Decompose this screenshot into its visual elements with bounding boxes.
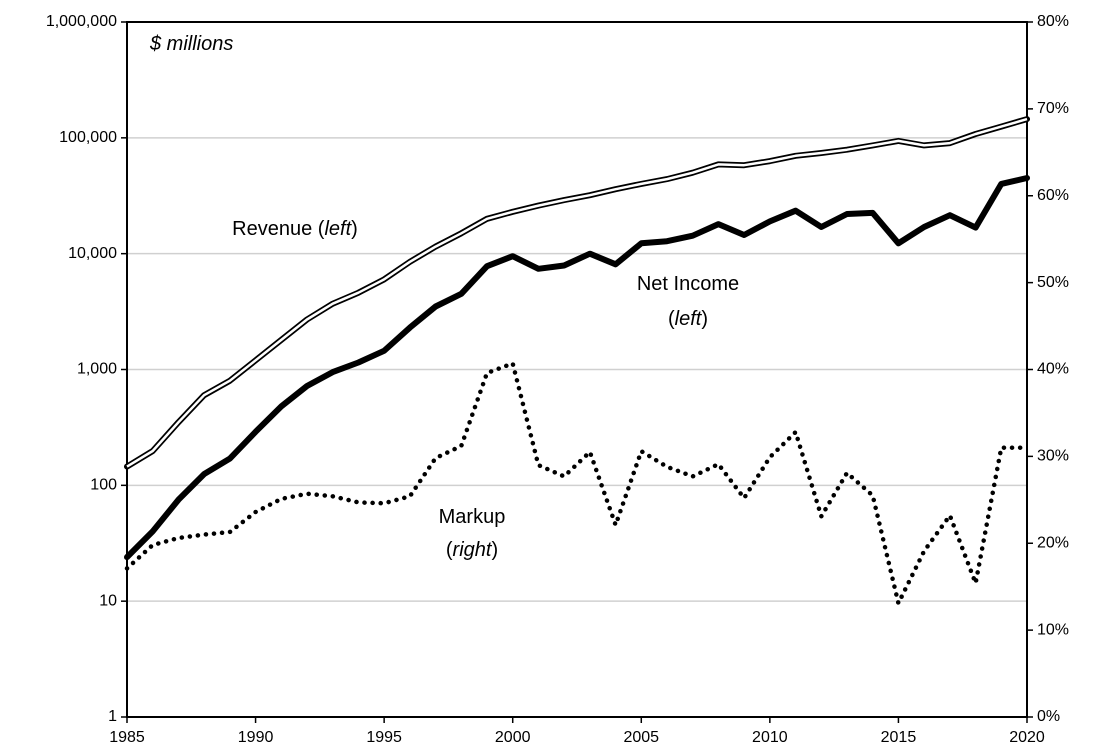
y2-tick-label: 10%: [1037, 621, 1069, 638]
x-tick-label: 2010: [752, 729, 788, 746]
y2-tick-label: 80%: [1037, 13, 1069, 30]
x-tick-label: 2020: [1009, 729, 1045, 746]
annotation-part: ): [701, 308, 708, 330]
x-tick-label: 1990: [238, 729, 274, 746]
y2-tick-label: 30%: [1037, 448, 1069, 465]
annotation-part: Revenue (: [232, 218, 325, 240]
annotation-part: left: [324, 218, 352, 240]
y-tick-label: 10,000: [68, 245, 117, 262]
revenue-line-inner: [126, 117, 1028, 468]
y2-tick-label: 20%: [1037, 534, 1069, 551]
annotation-part: left: [675, 308, 703, 330]
y2-tick-label: 40%: [1037, 361, 1069, 378]
annotation-part: Net Income: [637, 273, 739, 295]
y-tick-label: 10: [99, 592, 117, 609]
annotation-part: $ millions: [149, 33, 233, 55]
markup-line: [124, 361, 1030, 606]
annotation: Net Income: [637, 273, 739, 295]
plot-frame: [126, 21, 1028, 718]
annotation: (left): [668, 308, 708, 330]
x-tick-label: 2015: [881, 729, 917, 746]
annotation-part: (: [446, 539, 453, 561]
annotation: Revenue (left): [232, 218, 358, 240]
annotation-part: ): [491, 539, 498, 561]
annotation: (right): [446, 539, 498, 561]
x-tick-label: 1985: [109, 729, 145, 746]
y2-tick-label: 60%: [1037, 187, 1069, 204]
y-tick-label: 1: [108, 708, 117, 725]
y-tick-label: 100,000: [59, 129, 117, 146]
revenue-line: [124, 116, 1030, 470]
y2-tick-label: 50%: [1037, 274, 1069, 291]
net-income-line: [124, 175, 1030, 561]
y-tick-label: 1,000: [77, 361, 117, 378]
annotation: $ millions: [149, 33, 233, 55]
x-tick-label: 2000: [495, 729, 531, 746]
annotation-part: ): [351, 218, 358, 240]
annotation-part: Markup: [439, 506, 506, 528]
annotation: Markup: [439, 506, 506, 528]
annotation-part: (: [668, 308, 675, 330]
x-tick-label: 1995: [366, 729, 402, 746]
annotation-part: right: [453, 539, 493, 561]
x-tick-label: 2005: [623, 729, 659, 746]
y2-tick-label: 70%: [1037, 100, 1069, 117]
y-tick-label: 1,000,000: [46, 13, 117, 30]
y2-tick-label: 0%: [1037, 708, 1060, 725]
y-tick-label: 100: [90, 477, 117, 494]
